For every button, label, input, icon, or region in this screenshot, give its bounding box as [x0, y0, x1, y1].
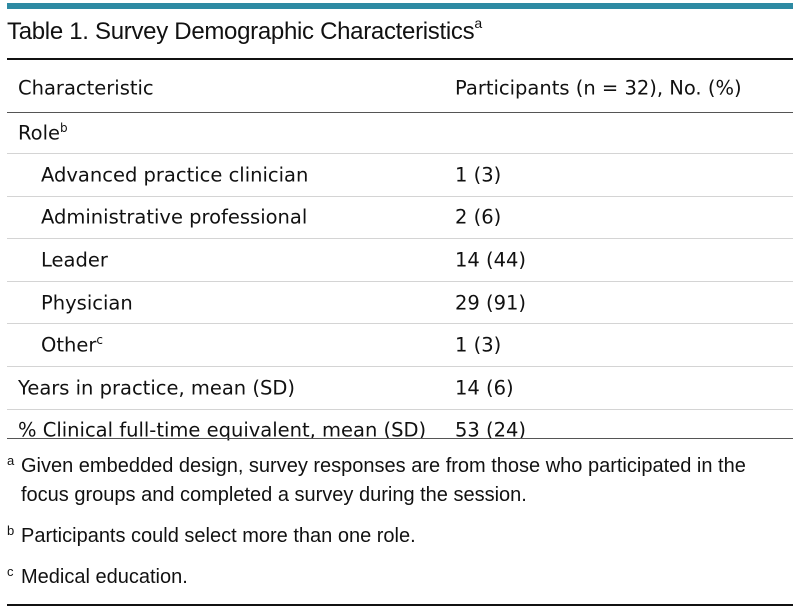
row-label: Role: [18, 121, 61, 145]
footnote: b Participants could select more than on…: [7, 522, 793, 551]
table-title-text: Table 1. Survey Demographic Characterist…: [7, 18, 475, 45]
footnote-mark: a: [7, 453, 15, 468]
table-row: Roleb: [7, 113, 793, 154]
table-row: Administrative professional 2 (6): [7, 197, 793, 240]
row-characteristic: Roleb: [18, 122, 68, 145]
row-characteristic: Leader: [41, 248, 108, 272]
footnote: c Medical education.: [7, 563, 793, 592]
row-value: 29 (91): [455, 291, 527, 315]
row-value: 14 (6): [455, 376, 514, 400]
table-bottom-rule: [7, 438, 793, 439]
header-participants: Participants (n = 32), No. (%): [455, 76, 742, 100]
table-row: Years in practice, mean (SD) 14 (6): [7, 367, 793, 410]
row-characteristic: Otherc: [41, 334, 103, 357]
row-value: 1 (3): [455, 333, 502, 357]
row-value: 53 (24): [455, 418, 527, 442]
table-row: Advanced practice clinician 1 (3): [7, 154, 793, 197]
row-value: 2 (6): [455, 205, 502, 229]
row-value: 1 (3): [455, 163, 502, 187]
footnote-text: Medical education.: [21, 566, 188, 588]
table-row: Physician 29 (91): [7, 282, 793, 325]
demographics-table: Characteristic Participants (n = 32), No…: [7, 64, 793, 451]
table-top-rule: [7, 58, 793, 60]
footnote: a Given embedded design, survey response…: [7, 452, 793, 510]
row-footnote-mark: c: [96, 333, 103, 348]
footnotes: a Given embedded design, survey response…: [7, 452, 793, 604]
table-title-footnote-mark: a: [474, 15, 482, 31]
footnote-mark: b: [7, 523, 15, 538]
row-characteristic: Physician: [41, 291, 133, 315]
row-footnote-mark: b: [60, 121, 68, 135]
footnote-text: Participants could select more than one …: [21, 525, 416, 547]
table-row: % Clinical full-time equivalent, mean (S…: [7, 410, 793, 452]
page-bottom-rule: [7, 604, 793, 606]
row-characteristic: Administrative professional: [41, 205, 308, 229]
row-characteristic: % Clinical full-time equivalent, mean (S…: [18, 418, 427, 442]
row-characteristic: Years in practice, mean (SD): [18, 376, 295, 400]
row-characteristic: Advanced practice clinician: [41, 163, 309, 187]
table-header-row: Characteristic Participants (n = 32), No…: [7, 64, 793, 113]
footnote-text: Given embedded design, survey responses …: [21, 455, 746, 506]
table-title: Table 1. Survey Demographic Characterist…: [7, 15, 482, 46]
row-value: 14 (44): [455, 248, 527, 272]
footnote-mark: c: [7, 564, 14, 579]
table-row: Otherc 1 (3): [7, 324, 793, 367]
table-row: Leader 14 (44): [7, 239, 793, 282]
row-label: Other: [41, 333, 97, 357]
accent-top-rule: [7, 3, 793, 9]
header-characteristic: Characteristic: [18, 76, 154, 100]
